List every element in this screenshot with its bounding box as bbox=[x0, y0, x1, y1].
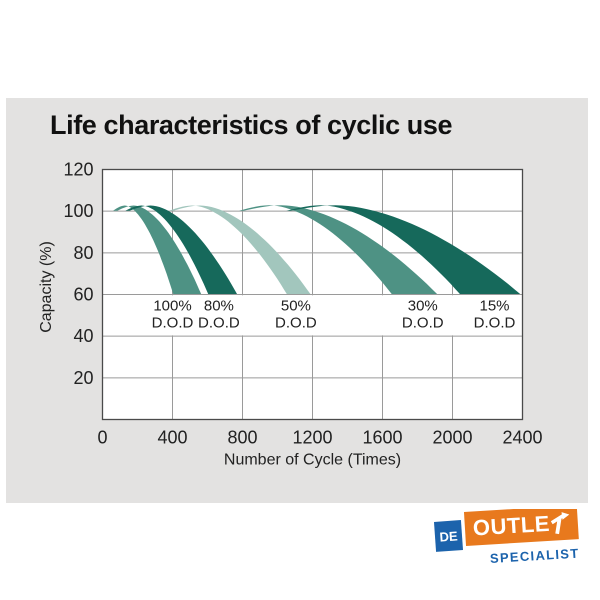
dod-label-100%: 100% bbox=[153, 298, 191, 315]
x-tick-0: 0 bbox=[97, 428, 107, 448]
flag-arrow-icon bbox=[550, 512, 570, 535]
dod-label-sub-15%: D.O.D bbox=[474, 315, 516, 332]
outlet-specialist-logo: DE OUTLE SPECIALIST bbox=[433, 509, 585, 587]
logo-shapes bbox=[433, 509, 579, 552]
logo-outlet: OUTLE bbox=[464, 505, 579, 546]
x-tick-1200: 1200 bbox=[292, 428, 332, 448]
dod-band-80% bbox=[125, 205, 238, 295]
x-tick-800: 800 bbox=[227, 428, 257, 448]
logo-de-text: DE bbox=[438, 527, 459, 545]
dod-band-100% bbox=[113, 205, 202, 295]
y-tick-80: 80 bbox=[73, 243, 93, 263]
dod-label-30%: 30% bbox=[408, 298, 438, 315]
dod-label-sub-100%: D.O.D bbox=[152, 315, 194, 332]
dod-band-15% bbox=[286, 205, 521, 295]
x-tick-400: 400 bbox=[157, 428, 187, 448]
y-tick-60: 60 bbox=[73, 285, 93, 305]
y-tick-100: 100 bbox=[63, 201, 93, 221]
chart-title: Life characteristics of cyclic use bbox=[50, 110, 453, 140]
y-tick-120: 120 bbox=[63, 160, 93, 180]
y-tick-20: 20 bbox=[73, 368, 93, 388]
dod-label-50%: 50% bbox=[281, 298, 311, 315]
x-tick-2000: 2000 bbox=[432, 428, 472, 448]
dod-label-15%: 15% bbox=[479, 298, 509, 315]
x-axis-label: Number of Cycle (Times) bbox=[224, 452, 401, 469]
dod-label-sub-30%: D.O.D bbox=[402, 315, 444, 332]
logo-flag-box bbox=[463, 509, 579, 546]
dod-label-80%: 80% bbox=[204, 298, 234, 315]
dod-band-50% bbox=[169, 205, 311, 295]
y-axis-label: Capacity (%) bbox=[38, 241, 55, 333]
x-tick-2400: 2400 bbox=[502, 428, 542, 448]
logo-outlet-text: OUTLE bbox=[472, 510, 551, 541]
dod-label-strip bbox=[103, 295, 522, 336]
x-tick-1600: 1600 bbox=[362, 428, 402, 448]
dod-label-sub-80%: D.O.D bbox=[198, 315, 240, 332]
dod-band-30% bbox=[239, 205, 438, 295]
logo-de-box bbox=[433, 520, 464, 552]
plot-border bbox=[101, 168, 524, 421]
dod-label-sub-50%: D.O.D bbox=[275, 315, 317, 332]
y-tick-40: 40 bbox=[73, 326, 93, 346]
